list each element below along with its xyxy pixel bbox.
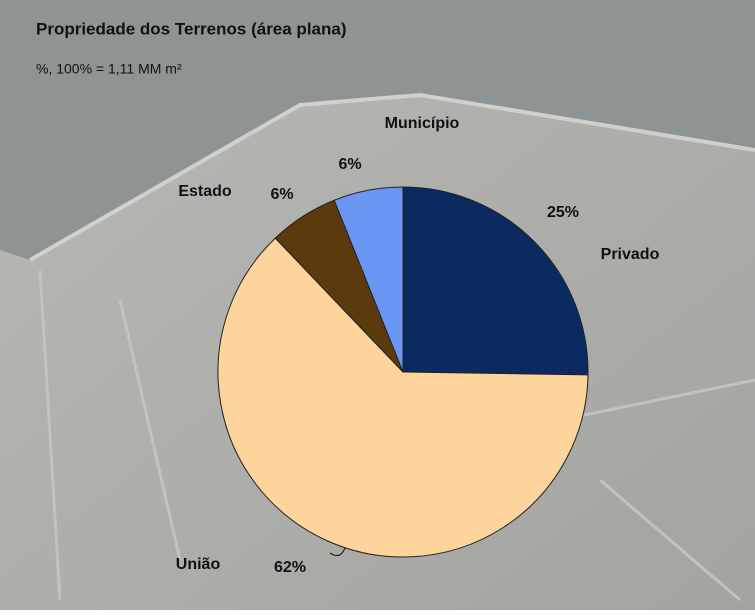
chart-title: Propriedade dos Terrenos (área plana) xyxy=(36,19,347,38)
value-label: 62% xyxy=(274,559,306,576)
slice-label: União xyxy=(176,556,221,573)
slice-label: Município xyxy=(385,115,460,132)
value-label: 6% xyxy=(270,186,293,203)
slice-label: Privado xyxy=(601,246,660,263)
chart-subtitle: %, 100% = 1,11 MM m² xyxy=(36,61,182,77)
value-label: 25% xyxy=(547,204,579,221)
chart: Propriedade dos Terrenos (área plana) %,… xyxy=(0,0,755,610)
slice-label: Estado xyxy=(178,183,232,200)
value-label: 6% xyxy=(338,156,361,173)
